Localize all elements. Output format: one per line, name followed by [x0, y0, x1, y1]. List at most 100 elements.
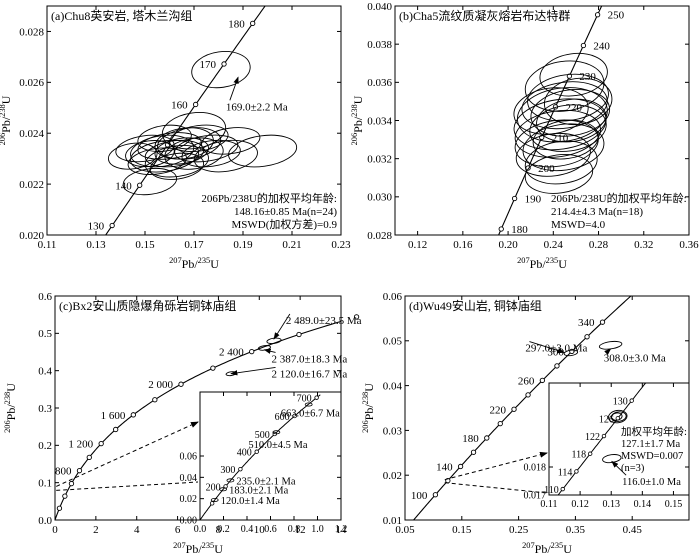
panel-c-inset-point-label: 510.0±4.5 Ma: [248, 440, 307, 451]
panel-a-error-ellipse: [193, 139, 258, 173]
panel-d-inset-annotation: MSWD=0.007: [621, 451, 683, 462]
panel-b-ylabel-text: 206Pb/238U: [350, 95, 365, 145]
panel-c-concordia-tick: [249, 348, 255, 355]
panel-c-concordia-tick: [62, 493, 68, 499]
panel-a-age-label: 160: [171, 99, 188, 111]
panel-d-inset-callout-text: 116.0±1.0 Ma: [622, 477, 681, 488]
panel-d-concordia-tick: [484, 435, 490, 441]
panel-d-ytick-label: 0.05: [383, 336, 403, 348]
panel-c-inset-pointer: [56, 481, 199, 491]
panel-d-inset-age-label: 122: [585, 432, 600, 443]
panel-c-inset-point-label: 183.0±2.1 Ma: [229, 485, 288, 496]
panel-c-inset-xtick-label: 1.2: [335, 524, 348, 535]
panel-a-label: (a)Chu8英安岩, 塔木兰沟组: [51, 8, 192, 23]
panel-a-concordia-tick: [137, 182, 143, 188]
panel-d-ytick-label: 0.03: [383, 425, 403, 437]
panel-c-inset-ytick-label: 0.02: [180, 494, 198, 505]
panel-c-ytick-label: 0.1: [38, 478, 52, 490]
panel-d-ytick-label: 0.01: [383, 515, 402, 527]
panel-a-error-ellipse: [154, 127, 214, 160]
panel-c-xtick-label: 0: [52, 524, 58, 536]
panel-a-error-ellipse: [149, 152, 205, 180]
panel-c-age-label: 1 200: [68, 439, 93, 451]
panel-b-error-ellipse: [539, 52, 608, 97]
panel-b-error-ellipse: [536, 98, 607, 143]
panel-c-ylabel-text: 206Pb/238U: [3, 383, 18, 433]
panel-a-annotation: 206Pb/238U的加权平均年龄:: [201, 191, 337, 205]
panel-c-xlabel: 207Pb/235U: [173, 541, 223, 556]
panel-a-error-ellipse: [107, 142, 158, 170]
panel-d-concordia-tick: [554, 363, 560, 369]
panel-d-inset-xtick-label: 0.13: [602, 499, 620, 510]
panel-a-ytick-label: 0.024: [19, 128, 44, 140]
panel-a-annotation: 148.16±0.85 Ma(n=24): [234, 206, 337, 218]
panel-d-callout-text: 297.0±3.0 Ma: [525, 343, 587, 355]
panel-c-callout-line: [273, 313, 291, 340]
panel-d-age-label: 140: [436, 461, 453, 473]
panel-d-inset-error-ellipse: [611, 412, 623, 421]
panel-c-inset-ytick-label: 0.04: [180, 473, 198, 484]
panel-c-inset-xtick-label: 0.6: [264, 524, 277, 535]
panel-c-ytick-label: 0.3: [38, 403, 52, 415]
panel-b-ylabel: 206Pb/238U: [350, 95, 365, 145]
panel-d-xtick-label: 0.45: [623, 524, 643, 536]
panel-c-inset-pointer: [56, 421, 199, 487]
panel-c-inset-xtick-label: 0.8: [288, 524, 301, 535]
panel-c-inset-age-label: 500: [255, 430, 270, 441]
panel-d-xlabel: 207Pb/235U: [522, 541, 572, 556]
panel-c-inset-ellipse: [210, 497, 219, 502]
panel-a-concordia-tick: [192, 101, 199, 108]
panel-c-inset-concordia-tick: [209, 501, 215, 506]
panel-c-callout-text: 2 387.0±18.3 Ma: [272, 353, 348, 365]
panel-c-inset-ellipse: [304, 402, 313, 407]
panel-a-ytick-label: 0.022: [19, 179, 44, 191]
panel-d-inset-concordia-tick: [629, 398, 634, 403]
panel-a-error-ellipse: [169, 124, 229, 153]
panel-b-concordia-tick: [594, 12, 601, 18]
panel-b-concordia-tick: [580, 42, 587, 49]
panel-d-inset-age-label: 130: [613, 397, 628, 408]
panel-d-concordia-tick: [432, 492, 439, 498]
panel-b-xtick-label: 0.16: [453, 239, 473, 251]
panel-a-callout-text: 169.0±2.2 Ma: [226, 101, 288, 113]
panel-d-concordia-tick: [539, 377, 546, 384]
panel-d-ylabel-text: 206Pb/238U: [361, 383, 376, 433]
panel-b-age-label: 230: [579, 71, 596, 83]
panel-b-error-ellipse: [524, 154, 594, 194]
panel-a-error-ellipse: [228, 134, 298, 168]
panel-a-concordia-tick: [221, 61, 227, 67]
panel-c-inset-point-label: 663.0±6.7 Ma: [281, 408, 340, 419]
panel-c-ytick-label: 0.0: [38, 515, 52, 527]
panel-d-inset-concordia-tick: [560, 486, 565, 492]
panel-a-xtick-label: 0.11: [38, 239, 57, 251]
panel-b-ytick-label: 0.040: [367, 1, 392, 13]
panel-a-xlabel-text: 207Pb/235U: [169, 256, 219, 271]
panel-b-xlabel: 207Pb/235U: [517, 256, 567, 271]
panel-b-age-label: 190: [525, 194, 542, 206]
panel-a-error-ellipse: [191, 51, 251, 89]
panel-d-callout-text: 308.0±3.0 Ma: [604, 352, 666, 364]
panel-b-xtick-label: 0.36: [679, 239, 699, 251]
panel-a-xtick-label: 0.19: [233, 239, 253, 251]
panel-c-inset-ytick-label: 0.00: [180, 516, 198, 527]
panel-d-inset-pointer: [444, 451, 548, 481]
panel-b-ytick-label: 0.032: [367, 154, 392, 166]
panel-b-age-label: 180: [511, 224, 528, 236]
panel-b-error-ellipse: [532, 119, 599, 160]
panel-b-error-ellipse: [522, 123, 605, 172]
panel-c-inset-age-label: 700: [297, 394, 312, 405]
panel-a-concordia-tick: [250, 20, 256, 27]
panel-d-inset-ytick-label: 0.018: [524, 463, 547, 474]
panel-d-ylabel: 206Pb/238U: [361, 383, 376, 433]
panel-c-age-label: 2 400: [219, 347, 244, 359]
panel-b-error-ellipse: [524, 60, 605, 112]
panel-d-label: (d)Wu49安山岩, 铜钵庙组: [409, 298, 542, 313]
panel-d-concordia-tick: [511, 406, 517, 412]
panel-b-age-label: 200: [538, 163, 555, 175]
panel-d-inset-error-ellipse: [608, 409, 628, 424]
panel-c-callout-text: 2 120.0±16.7 Ma: [272, 368, 348, 380]
panel-a-callout-line: [229, 76, 239, 101]
panel-c-age-label: 1 600: [101, 410, 126, 422]
panel-b-ytick-label: 0.034: [367, 115, 392, 127]
panel-a-error-ellipse: [161, 112, 227, 150]
